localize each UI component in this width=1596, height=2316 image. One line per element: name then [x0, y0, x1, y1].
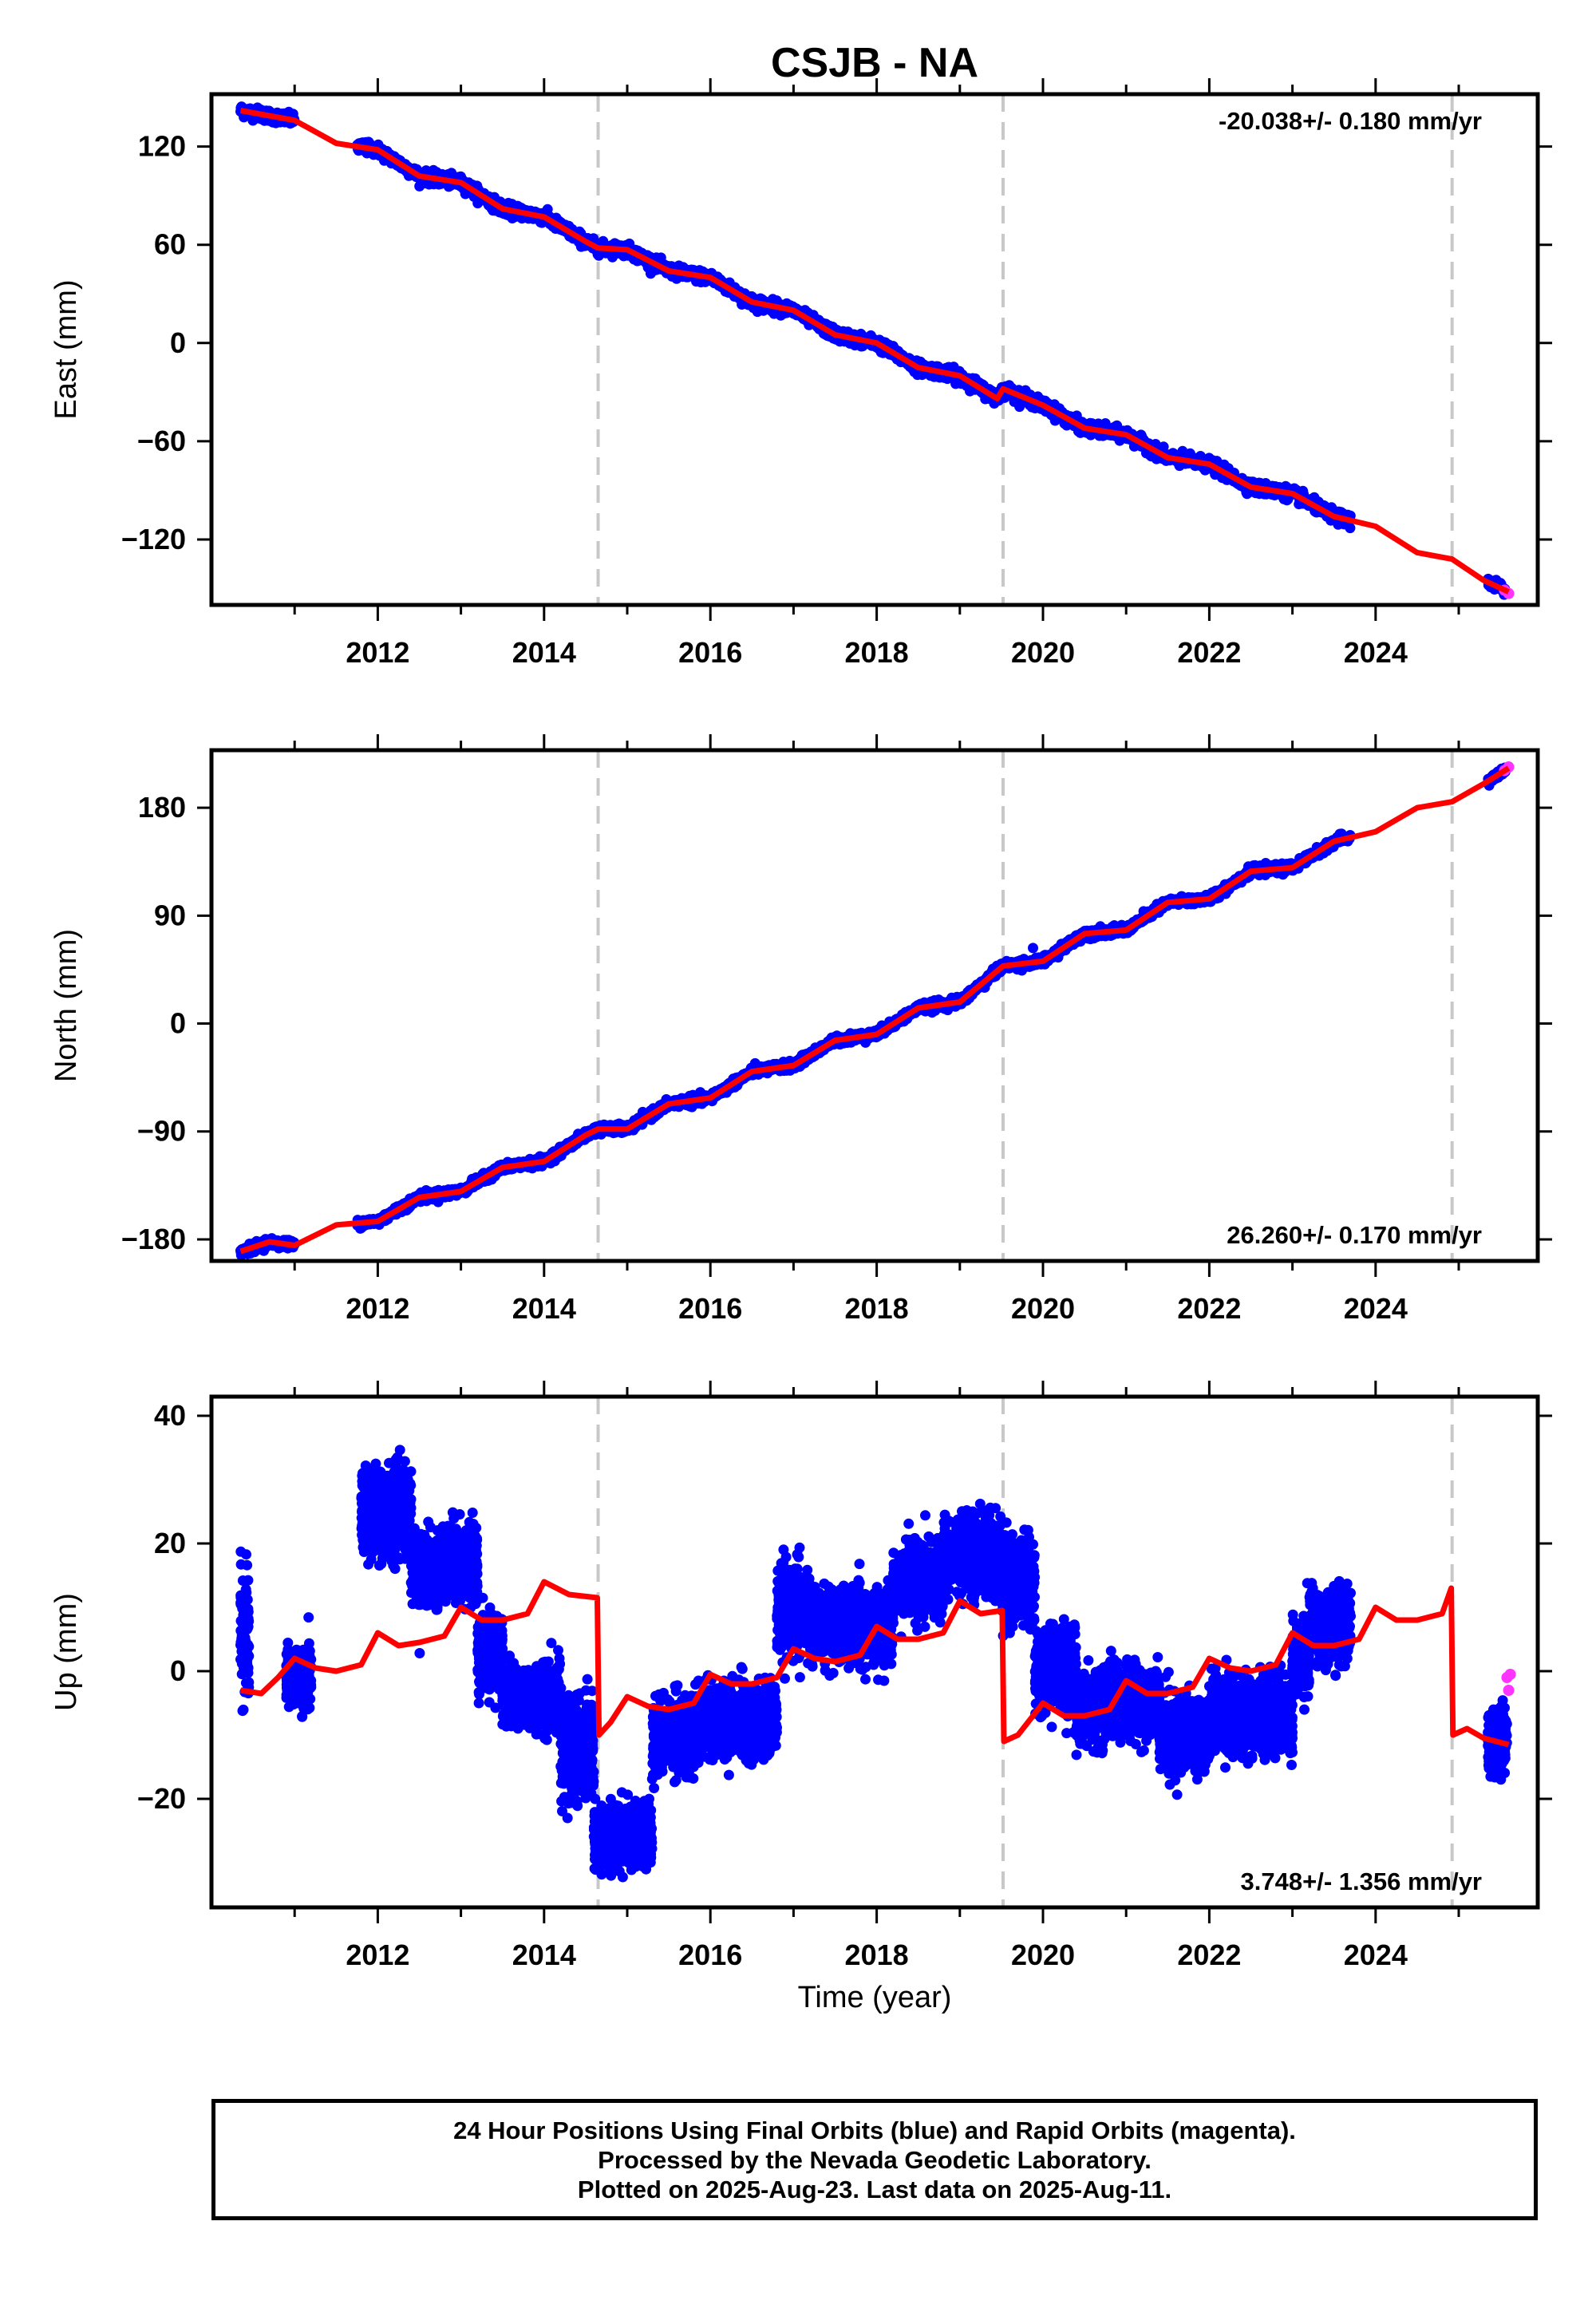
model-line-east — [239, 108, 1510, 595]
data-point — [1345, 523, 1356, 534]
rate-label-east: -20.038+/- 0.180 mm/yr — [1219, 107, 1482, 135]
x-tick-label: 2022 — [1177, 636, 1241, 669]
plot-frame-east — [209, 92, 1540, 607]
y-tick-label: 60 — [154, 228, 186, 261]
x-tick-label: 2012 — [346, 636, 409, 669]
figure-title: CSJB - NA — [771, 40, 978, 86]
y-tick-label: −60 — [137, 425, 186, 457]
y-tick-label: 120 — [138, 130, 186, 163]
x-tick-label: 2020 — [1011, 636, 1075, 669]
y-tick-label: 0 — [170, 326, 186, 359]
x-tick-label: 2016 — [678, 636, 742, 669]
x-tick-label: 2014 — [512, 636, 576, 669]
y-axis-label-east: East (mm) — [49, 279, 83, 419]
x-tick-label: 2018 — [845, 636, 909, 669]
y-tick-label: −120 — [121, 523, 186, 555]
final-orbit-points-north — [235, 762, 1511, 1261]
panel-east: 120 60 0 −60 −120 2012 2014 2016 2018 2020 2022 202… — [49, 78, 1552, 669]
x-tick-label: 2024 — [1344, 636, 1408, 669]
